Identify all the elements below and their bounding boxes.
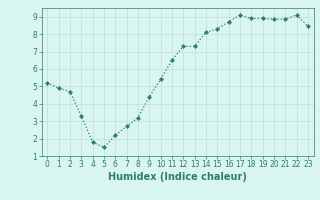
X-axis label: Humidex (Indice chaleur): Humidex (Indice chaleur) xyxy=(108,172,247,182)
